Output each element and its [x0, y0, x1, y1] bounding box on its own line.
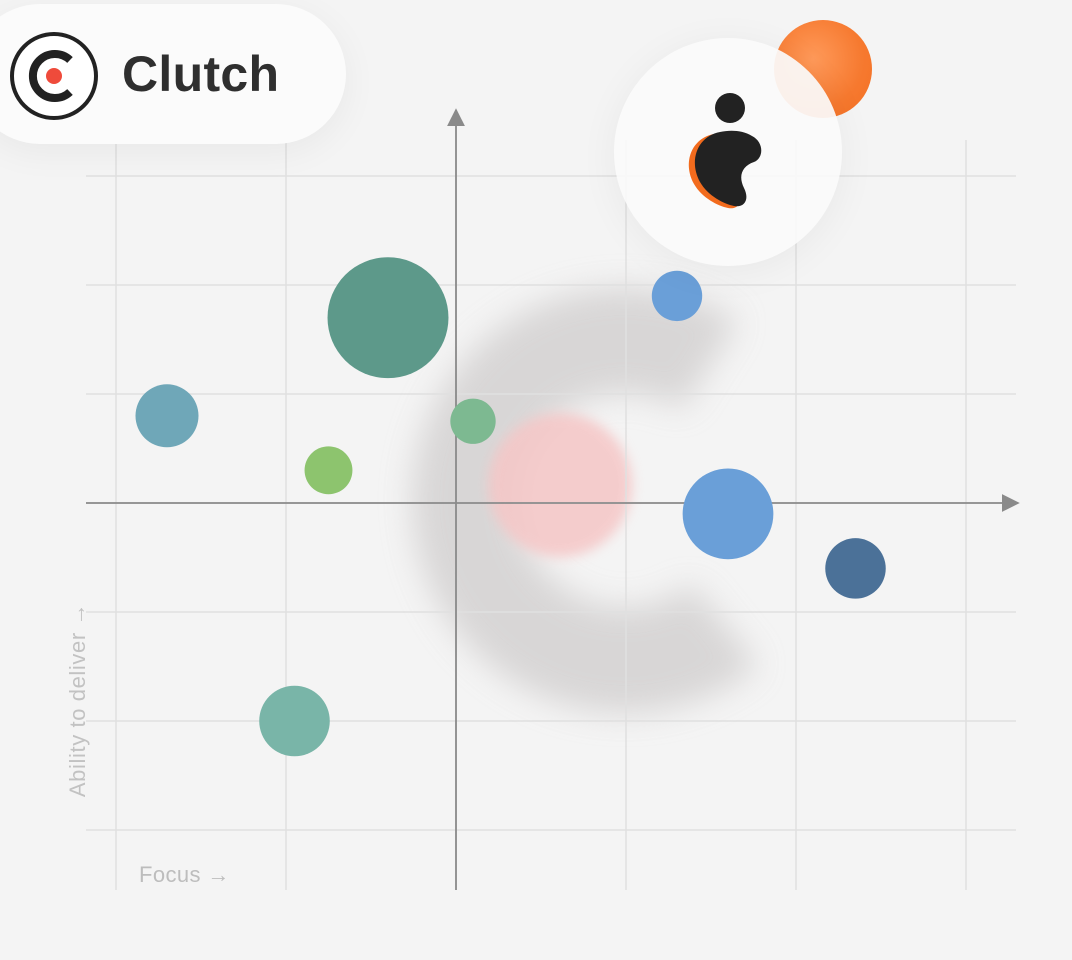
- brand-logo-pill: Clutch: [0, 4, 346, 144]
- data-point: [327, 257, 449, 379]
- data-point: [682, 468, 774, 560]
- chart-axes: [86, 108, 1020, 890]
- background-c-watermark: [412, 287, 758, 713]
- data-point: [259, 685, 330, 757]
- brand-name: Clutch: [122, 46, 280, 102]
- data-point: [304, 446, 353, 495]
- person-figure-icon: [688, 93, 762, 209]
- data-point: [825, 538, 886, 599]
- y-axis-label: Ability to deliver →: [65, 602, 90, 798]
- data-point: [135, 384, 199, 448]
- data-point: [450, 398, 496, 444]
- clutch-c-logo-icon: [10, 32, 98, 120]
- data-point: [651, 270, 703, 322]
- chart-points: [135, 257, 886, 757]
- x-axis-label: Focus →: [139, 862, 230, 887]
